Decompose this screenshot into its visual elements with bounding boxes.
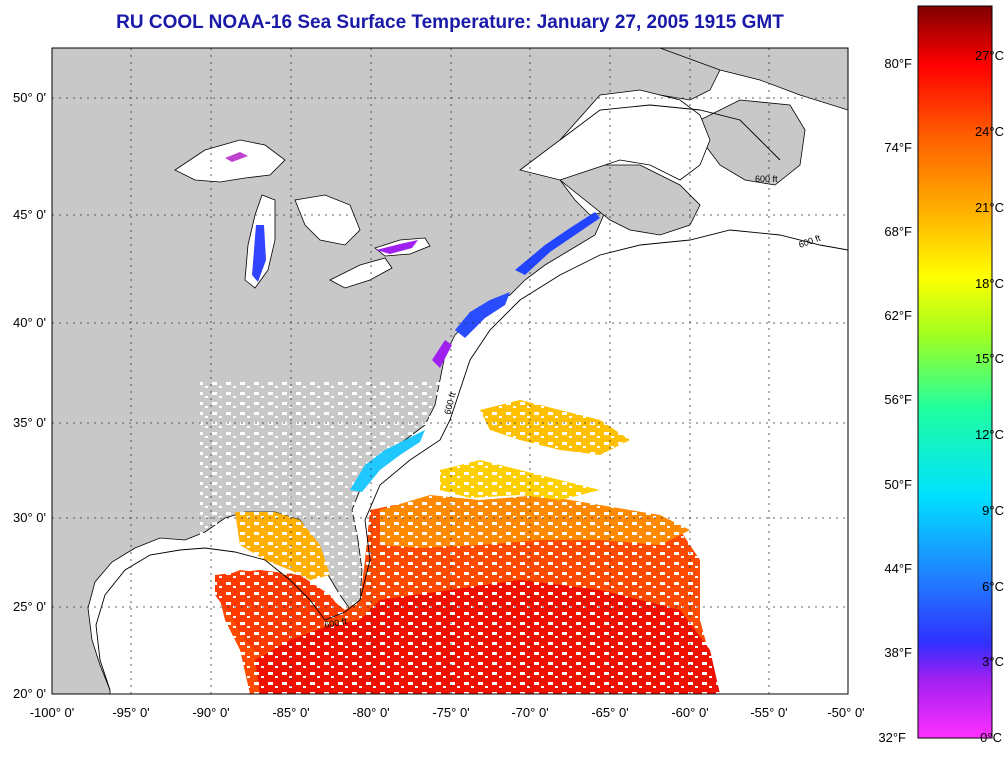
labrador-land <box>659 48 848 111</box>
lat-tick-label: 25° 0' <box>13 599 46 614</box>
fahrenheit-label: 74°F <box>884 140 912 155</box>
gulf-st-lawrence <box>519 89 711 181</box>
celsius-label: 15°C <box>975 351 1004 366</box>
sst-cold-coastal-2 <box>455 292 510 338</box>
lon-tick-label: -80° 0' <box>352 705 389 720</box>
lat-tick-label: 50° 0' <box>13 90 46 105</box>
lon-tick-label: -70° 0' <box>511 705 548 720</box>
colorbar-fahrenheit-labels: 80°F 74°F 68°F 62°F 56°F 50°F 44°F 38°F … <box>878 56 912 745</box>
fahrenheit-label: 32°F <box>878 730 906 745</box>
fahrenheit-label: 68°F <box>884 224 912 239</box>
lon-tick-label: -55° 0' <box>750 705 787 720</box>
fahrenheit-label: 62°F <box>884 308 912 323</box>
lon-tick-label: -65° 0' <box>591 705 628 720</box>
lon-tick-label: -95° 0' <box>112 705 149 720</box>
celsius-label: 3°C <box>982 654 1004 669</box>
fahrenheit-label: 50°F <box>884 477 912 492</box>
celsius-label: 27°C <box>975 48 1004 63</box>
contour-label: 600 ft <box>324 616 348 630</box>
sst-cold-coastal <box>515 212 600 275</box>
fahrenheit-label: 44°F <box>884 561 912 576</box>
celsius-label: 24°C <box>975 124 1004 139</box>
celsius-label: 18°C <box>975 276 1004 291</box>
celsius-label: 12°C <box>975 427 1004 442</box>
maritime-land <box>559 164 701 236</box>
fahrenheit-label: 38°F <box>884 645 912 660</box>
contour-600ft-gulf-stlawrence <box>559 104 781 161</box>
fahrenheit-label: 56°F <box>884 392 912 407</box>
fahrenheit-label: 80°F <box>884 56 912 71</box>
map-title: RU COOL NOAA-16 Sea Surface Temperature:… <box>116 12 784 33</box>
contour-600ft <box>95 229 848 691</box>
lat-tick-label: 35° 0' <box>13 415 46 430</box>
sst-cyan-coastal <box>350 430 425 492</box>
newfoundland-land <box>699 99 806 186</box>
cloud-mask <box>200 380 720 694</box>
lon-tick-label: -60° 0' <box>671 705 708 720</box>
lat-tick-label: 20° 0' <box>13 686 46 701</box>
lat-tick-label: 30° 0' <box>13 510 46 525</box>
lon-tick-label: -75° 0' <box>432 705 469 720</box>
latitude-axis: 50° 0' 45° 0' 40° 0' 35° 0' 30° 0' 25° 0… <box>13 90 46 701</box>
longitude-axis: -100° 0' -95° 0' -90° 0' -85° 0' -80° 0'… <box>30 705 865 720</box>
sst-purple-chesapeake <box>432 340 452 368</box>
grid-lines <box>52 48 848 694</box>
lake-erie <box>329 257 393 289</box>
celsius-label: 21°C <box>975 200 1004 215</box>
lake-huron <box>294 194 361 246</box>
lon-tick-label: -85° 0' <box>272 705 309 720</box>
colorbar-celsius-labels: 27°C 24°C 21°C 18°C 15°C 12°C 9°C 6°C 3°… <box>975 48 1004 745</box>
lon-tick-label: -50° 0' <box>827 705 864 720</box>
celsius-label: 0°C <box>980 730 1002 745</box>
lat-tick-label: 40° 0' <box>13 315 46 330</box>
sst-lake-erie <box>376 240 418 254</box>
celsius-label: 6°C <box>982 579 1004 594</box>
sst-lake-superior <box>225 152 248 162</box>
lat-tick-label: 45° 0' <box>13 207 46 222</box>
lon-tick-label: -100° 0' <box>30 705 75 720</box>
celsius-label: 9°C <box>982 503 1004 518</box>
lon-tick-label: -90° 0' <box>192 705 229 720</box>
colorbar <box>917 5 993 739</box>
lake-superior <box>174 139 286 183</box>
sst-lake-michigan <box>252 225 266 282</box>
contour-label: 600 ft <box>755 174 778 184</box>
